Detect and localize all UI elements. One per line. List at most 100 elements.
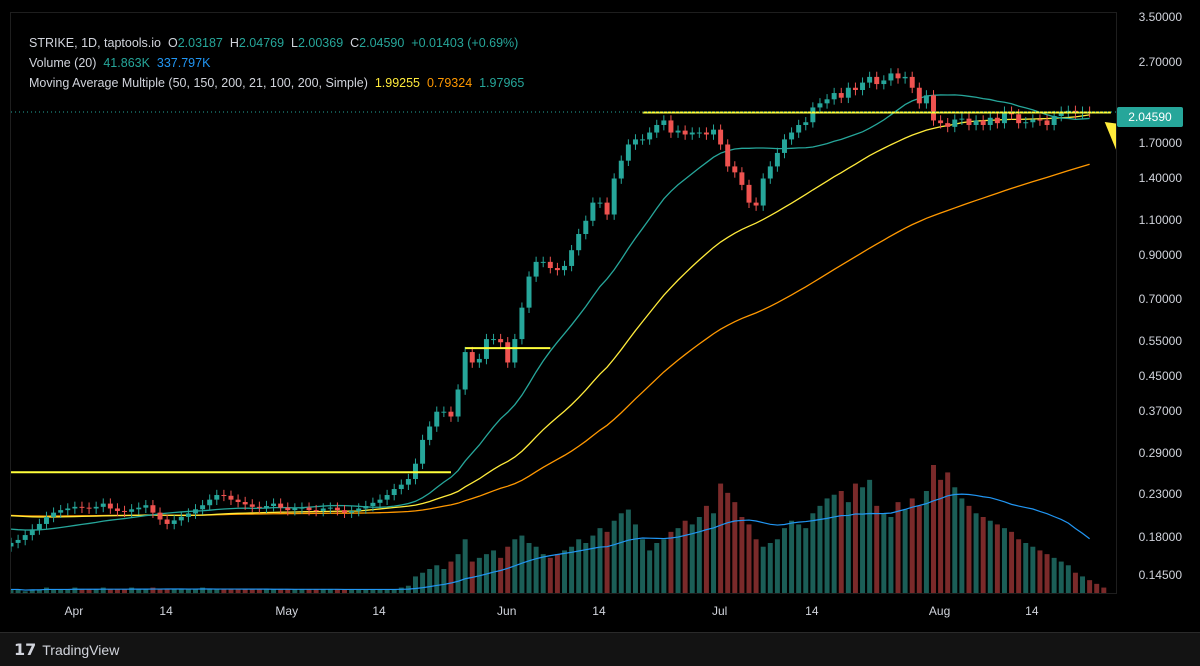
candle-body (824, 99, 830, 104)
volume-bar (909, 498, 915, 593)
volume-bar (945, 472, 951, 593)
candle-body (100, 503, 106, 507)
candle-body (349, 510, 355, 513)
candle-body (845, 87, 851, 98)
volume-bar (384, 589, 390, 593)
volume-bar (349, 589, 355, 593)
volume-bar (789, 520, 795, 593)
candle-body (285, 507, 291, 511)
chart-canvas (11, 68, 1116, 593)
candle-body (235, 499, 241, 503)
volume-bar (845, 502, 851, 593)
volume-bar (15, 589, 21, 593)
volume-bar (824, 498, 830, 593)
annotation-arrow (1104, 122, 1116, 150)
ma-row: Moving Average Multiple (50, 150, 200, 2… (29, 73, 524, 93)
candle-body (1044, 120, 1050, 125)
candle-body (781, 139, 787, 153)
candle-body (753, 202, 759, 206)
candle-body (498, 339, 504, 343)
volume-bar (462, 539, 468, 593)
candle-body (1030, 119, 1036, 123)
candle-body (533, 261, 539, 277)
candle-body (817, 103, 823, 108)
candle-body (256, 506, 262, 508)
volume-bar (569, 546, 575, 593)
volume-bar (838, 491, 844, 593)
volume-bar (263, 589, 269, 593)
volume-bar (107, 589, 113, 593)
volume-bar (931, 465, 936, 593)
volume-bar (356, 589, 362, 593)
candle-body (36, 523, 42, 530)
y-tick-label: 0.70000 (1138, 291, 1182, 306)
volume-bar (817, 505, 823, 593)
candle-body (72, 506, 78, 509)
volume-bar (781, 528, 787, 593)
volume-bar (739, 517, 745, 593)
candle-body (895, 73, 901, 79)
candle-body (618, 160, 624, 179)
volume-bar (100, 587, 106, 593)
footer-bar: 𝟭𝟳 TradingView (0, 632, 1200, 666)
candle-body (994, 117, 1000, 124)
volume-bar (1023, 543, 1029, 593)
tradingview-brand[interactable]: 𝟭𝟳 TradingView (14, 640, 119, 660)
candle-body (689, 132, 695, 135)
volume-bar (810, 513, 816, 593)
volume-bar (1080, 576, 1086, 593)
plot-area[interactable]: STRIKE, 1D, taptools.io O2.03187 H2.0476… (10, 12, 1117, 594)
volume-bar (11, 589, 14, 593)
candle-body (576, 234, 582, 251)
time-axis[interactable]: Apr 14 May 14 Jun 14 Jul 14 Aug 14 (10, 596, 1117, 626)
legend: STRIKE, 1D, taptools.io O2.03187 H2.0476… (29, 33, 524, 93)
candle-body (51, 512, 57, 517)
candle-body (157, 512, 163, 520)
candle-body (980, 120, 986, 125)
volume-bar (448, 561, 454, 593)
x-tick-label: Jun (497, 604, 517, 618)
volume-bar (398, 587, 404, 593)
y-tick-label: 1.70000 (1138, 136, 1182, 151)
candle-body (505, 342, 511, 363)
candle-body (242, 502, 248, 505)
tradingview-logo-icon: 𝟭𝟳 (14, 642, 37, 659)
volume-bar (874, 505, 880, 593)
candle-body (512, 339, 518, 363)
volume-bar (1044, 554, 1050, 593)
candle-body (136, 507, 142, 510)
volume-bar (860, 487, 866, 593)
ma-label[interactable]: Moving Average Multiple (50, 150, 200, 2… (29, 76, 368, 90)
volume-bar (1087, 580, 1093, 593)
volume-bar (1051, 557, 1057, 593)
low-value: 2.00369 (297, 36, 344, 50)
candle-body (959, 118, 965, 120)
volume-bar (774, 539, 780, 593)
volume-bar (703, 505, 709, 593)
volume-label[interactable]: Volume (20) (29, 56, 97, 70)
volume-bar (285, 589, 291, 593)
price-axis[interactable]: 3.50000 2.70000 1.70000 1.40000 1.10000 0.900… (1117, 0, 1200, 600)
volume-bar (214, 589, 220, 593)
ma3-value: 1.97965 (479, 76, 525, 90)
volume-bar (647, 550, 653, 593)
candle-body (916, 87, 922, 104)
candle-body (852, 87, 858, 90)
candle-body (228, 495, 234, 500)
volume-bar (455, 554, 461, 593)
brand-name: TradingView (42, 642, 120, 658)
candle-body (441, 411, 447, 413)
candle-body (11, 542, 14, 547)
volume-bar (696, 517, 702, 593)
candle-body (931, 95, 936, 121)
candle-body (540, 261, 546, 263)
change-value: +0.01403 (+0.69%) (411, 36, 519, 50)
volume-bar (129, 587, 135, 593)
candle-body (718, 129, 724, 145)
volume-bar (725, 492, 731, 593)
symbol-label[interactable]: STRIKE, 1D, taptools.io (29, 36, 162, 50)
volume-bar (547, 557, 553, 593)
close-label: C (350, 36, 360, 50)
candle-body (526, 276, 532, 308)
volume-bar (228, 589, 234, 593)
